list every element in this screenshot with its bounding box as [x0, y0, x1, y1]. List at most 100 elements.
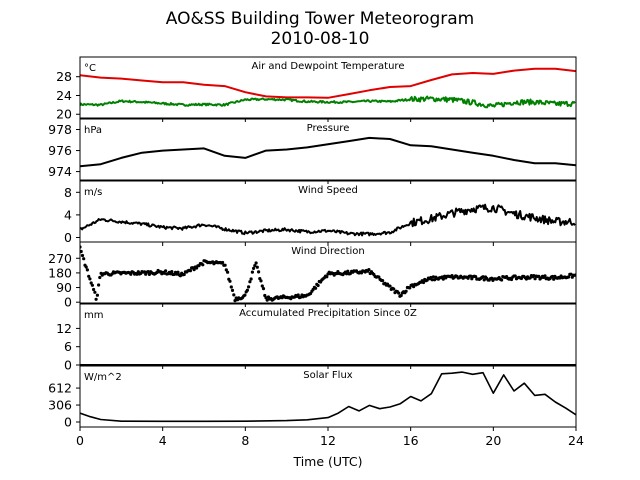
x-axis: 0 4 8 12 16 20 24	[76, 433, 584, 448]
wind-direction-point	[528, 276, 532, 280]
wind-direction-point	[381, 279, 385, 283]
wind-direction-point	[226, 270, 230, 274]
wind_speed-unit: m/s	[84, 187, 102, 198]
panel-solar_flux: 0 306 612 W/m^2 Solar Flux	[48, 365, 577, 431]
wind-direction-point	[325, 275, 329, 279]
solar_flux-series-0	[80, 371, 576, 423]
wind-direction-point	[404, 289, 408, 293]
wind-direction-point	[229, 285, 233, 289]
wind-direction-point	[80, 253, 85, 258]
wind_direction-series-0	[80, 245, 576, 303]
wind-direction-point	[481, 275, 485, 279]
x-tick-label: 16	[403, 433, 419, 448]
panel-pressure: 974 976 978 hPa Pressure	[48, 118, 577, 184]
wind-direction-point	[98, 275, 102, 280]
wind-direction-point	[569, 272, 573, 276]
wind-direction-point	[245, 288, 249, 292]
x-tick-label: 20	[485, 433, 501, 448]
wind-direction-point	[388, 284, 392, 288]
wind-direction-point	[392, 287, 396, 291]
wind_direction-y-tick-label: 270	[48, 251, 72, 266]
wind-direction-point	[201, 263, 205, 267]
temperature-title: Air and Dewpoint Temperature	[252, 61, 405, 72]
temperature-unit: °C	[84, 63, 96, 74]
wind-direction-point	[228, 279, 232, 283]
wind-direction-point	[260, 284, 264, 288]
wind-direction-point	[408, 286, 412, 290]
precipitation-y-tick-label: 12	[56, 321, 72, 336]
figure-date: 2010-08-10	[271, 29, 370, 49]
pressure-y-tick-label: 978	[48, 122, 72, 137]
wind-direction-point	[532, 274, 536, 278]
wind-direction-point	[92, 287, 96, 292]
wind-direction-point	[230, 288, 235, 292]
pressure-line	[80, 136, 576, 168]
wind-direction-point	[87, 274, 91, 278]
wind-direction-point	[474, 275, 478, 279]
pressure-title: Pressure	[307, 123, 350, 134]
wind-direction-point	[397, 291, 401, 295]
temperature-line	[80, 95, 576, 109]
wind_direction-title: Wind Direction	[291, 246, 365, 257]
wind-direction-point	[265, 298, 269, 302]
wind-direction-point	[264, 296, 268, 300]
wind-direction-point	[129, 272, 133, 276]
wind_speed-title: Wind Speed	[298, 185, 358, 196]
wind-direction-point	[146, 270, 150, 274]
wind-direction-point	[252, 266, 256, 270]
wind-direction-point	[95, 293, 99, 297]
precipitation-unit: mm	[84, 310, 103, 321]
wind-direction-point	[261, 287, 266, 291]
wind_speed-line	[80, 203, 576, 237]
wind-direction-point	[178, 274, 182, 278]
temperature-y-tick-label: 20	[56, 107, 72, 122]
solar_flux-line	[80, 371, 576, 423]
wind-direction-point	[233, 299, 237, 303]
wind-direction-point	[85, 268, 89, 272]
precipitation-title: Accumulated Precipitation Since 0Z	[239, 308, 417, 319]
solar_flux-y-tick-label: 612	[48, 381, 72, 396]
wind-direction-point	[500, 278, 504, 282]
wind-direction-point	[367, 268, 371, 272]
wind-direction-point	[192, 268, 196, 272]
wind-direction-point	[316, 283, 320, 288]
wind_direction-y-tick-label: 0	[64, 295, 72, 310]
wind-direction-point	[255, 265, 259, 269]
wind-direction-point	[223, 263, 227, 267]
wind-direction-point	[450, 274, 454, 278]
wind-direction-point	[82, 257, 86, 261]
wind-direction-point	[259, 279, 263, 283]
wind-direction-point	[441, 277, 445, 281]
temperature-series-0	[80, 67, 576, 99]
wind-direction-point	[170, 270, 174, 274]
wind-direction-point	[482, 278, 486, 282]
wind-direction-point	[346, 269, 350, 273]
wind-direction-point	[147, 272, 151, 276]
wind-direction-point	[314, 286, 318, 290]
temperature-y-tick-label: 28	[56, 69, 72, 84]
wind_speed-series-0	[80, 203, 576, 237]
wind-direction-point	[176, 270, 180, 274]
wind-direction-point	[431, 275, 435, 279]
panel-wind_speed: 0 4 8 m/s Wind Speed	[64, 180, 577, 246]
wind_speed-y-tick-label: 0	[64, 230, 72, 245]
solar_flux-y-tick-label: 306	[48, 398, 72, 413]
wind_speed-y-tick-label: 4	[64, 207, 72, 222]
wind-direction-point	[248, 280, 252, 284]
wind-direction-point	[80, 249, 83, 254]
wind-direction-point	[509, 277, 514, 282]
wind-direction-point	[567, 275, 571, 279]
wind-direction-point	[250, 270, 254, 274]
wind-direction-point	[243, 293, 247, 297]
x-tick-label: 4	[159, 433, 167, 448]
wind-direction-point	[513, 274, 517, 278]
wind-direction-point	[93, 290, 97, 294]
wind_direction-y-tick-label: 180	[48, 265, 72, 280]
temperature-series-1	[80, 95, 576, 109]
figure-title: AO&SS Building Tower Meteorogram	[166, 9, 474, 29]
x-tick-label: 8	[241, 433, 249, 448]
wind-direction-point	[88, 277, 92, 281]
